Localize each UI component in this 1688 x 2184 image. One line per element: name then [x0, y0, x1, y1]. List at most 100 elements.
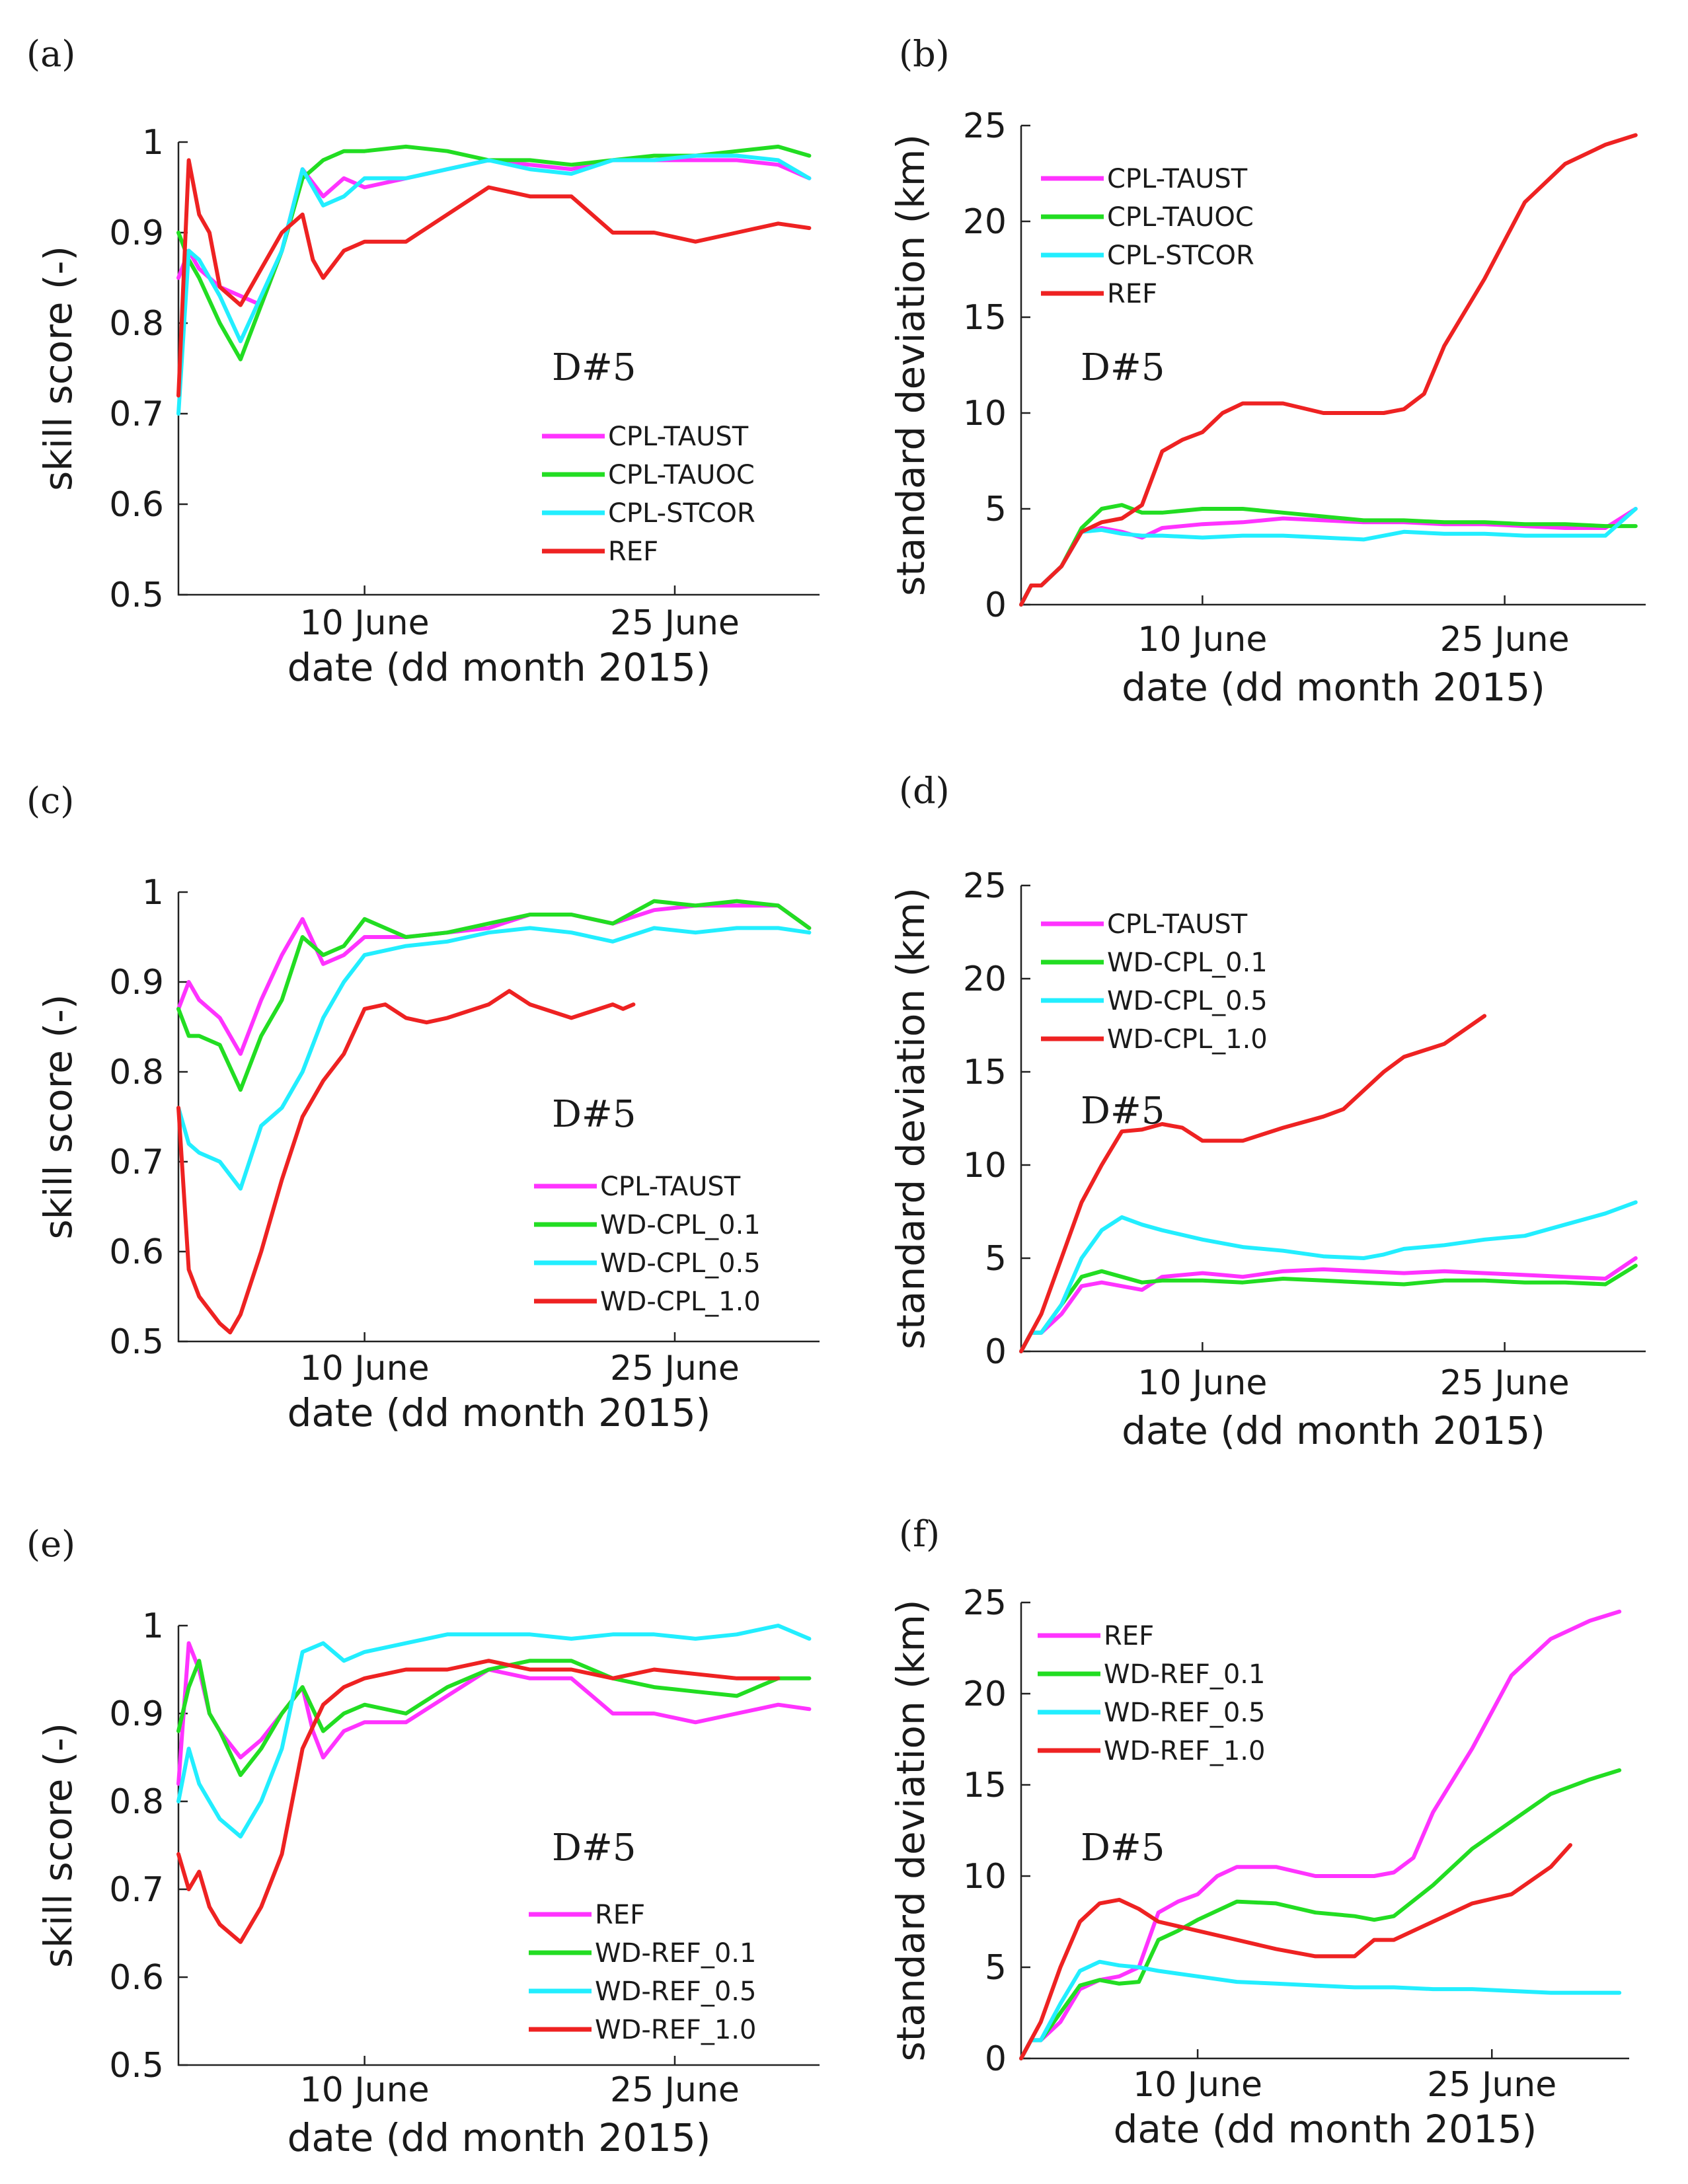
annotation-label: D#5 — [1081, 346, 1165, 389]
panel-label: (e) — [26, 1523, 75, 1565]
legend-label-wd-ref-0-5: WD-REF_0.5 — [1104, 1698, 1265, 1728]
y-axis-label: skill score (-) — [36, 1723, 81, 1968]
series-line-wd-cpl-0-5 — [176, 926, 812, 1191]
y-tick-label: 10 — [963, 1146, 1007, 1186]
y-tick-label: 1 — [142, 873, 164, 913]
legend-label-wd-ref-0-1: WD-REF_0.1 — [1104, 1659, 1265, 1690]
series-line-cpl-tauoc — [176, 144, 812, 361]
y-tick-label: 0.7 — [109, 1870, 164, 1910]
y-tick-label: 0.5 — [109, 2046, 164, 2086]
y-tick-label: 0.8 — [109, 1782, 164, 1822]
series-line-wd-ref-1-0 — [176, 1659, 781, 1944]
legend-label-wd-ref-0-1: WD-REF_0.1 — [595, 1938, 756, 1969]
x-tick-label: 25 June — [610, 1349, 740, 1388]
y-tick-label: 0.7 — [109, 395, 164, 434]
y-axis-label: skill score (-) — [36, 246, 81, 491]
x-tick-label: 25 June — [610, 2070, 740, 2110]
series-line-cpl-taust — [176, 903, 812, 1056]
annotation-label: D#5 — [1081, 1090, 1165, 1133]
legend-label-cpl-taust: CPL-TAUST — [608, 422, 749, 452]
y-tick-label: 15 — [963, 1766, 1007, 1805]
legend-label-cpl-tauoc: CPL-TAUOC — [608, 460, 755, 490]
y-tick-label: 20 — [963, 1675, 1007, 1714]
legend-label-wd-cpl-1-0: WD-CPL_1.0 — [600, 1287, 761, 1317]
legend-label-ref: REF — [595, 1900, 645, 1930]
x-axis-label: date (dd month 2015) — [288, 2115, 711, 2160]
y-tick-label: 0.9 — [109, 213, 164, 253]
y-tick-label: 0 — [985, 1332, 1007, 1372]
y-tick-label: 20 — [963, 202, 1007, 242]
panel-b: (b) 0 5 10 15 20 25 10 June 25 June date (dd mont… — [888, 33, 1646, 710]
x-tick-label: 10 June — [1133, 2065, 1262, 2105]
y-tick-label: 0 — [985, 2039, 1007, 2079]
y-tick-label: 5 — [985, 1948, 1007, 1988]
y-tick-label: 5 — [985, 1239, 1007, 1279]
series-line-cpl-taust — [1019, 1256, 1638, 1353]
legend-label-wd-cpl-0-1: WD-CPL_0.1 — [600, 1210, 761, 1240]
legend-label-cpl-taust: CPL-TAUST — [600, 1172, 741, 1202]
y-tick-label: 0.8 — [109, 1053, 164, 1092]
y-tick-label: 0.6 — [109, 485, 164, 525]
series-line-wd-ref-1-0 — [1019, 1843, 1572, 2060]
x-tick-label: 10 June — [300, 1349, 430, 1388]
x-tick-label: 10 June — [300, 2070, 430, 2110]
legend: CPL-TAUST WD-CPL_0.1 WD-CPL_0.5 WD-CPL_1.0 — [534, 1172, 761, 1317]
panel-d: (d) 0 5 10 15 20 25 10 June 25 June date (dd mont… — [888, 770, 1646, 1453]
x-axis-label: date (dd month 2015) — [288, 645, 711, 690]
y-axis-label: standard deviation (km) — [888, 887, 933, 1349]
legend-label-ref: REF — [608, 537, 658, 567]
x-tick-label: 10 June — [1137, 1363, 1267, 1403]
series-line-ref — [176, 1641, 812, 1786]
legend-label-wd-ref-1-0: WD-REF_1.0 — [1104, 1736, 1265, 1766]
series-line-wd-cpl-1-0 — [176, 989, 636, 1335]
y-tick-label: 10 — [963, 394, 1007, 433]
x-tick-label: 25 June — [1440, 620, 1570, 659]
legend-label-wd-ref-0-5: WD-REF_0.5 — [595, 1977, 756, 2007]
y-tick-label: 25 — [963, 106, 1007, 146]
legend: CPL-TAUST WD-CPL_0.1 WD-CPL_0.5 WD-CPL_1.0 — [1041, 909, 1268, 1055]
y-tick-label: 10 — [963, 1857, 1007, 1897]
y-tick-label: 0.9 — [109, 1694, 164, 1734]
x-tick-label: 10 June — [1137, 620, 1267, 659]
legend-label-cpl-stcor: CPL-STCOR — [1107, 241, 1254, 271]
legend-label-cpl-taust: CPL-TAUST — [1107, 909, 1248, 940]
y-tick-label: 0.5 — [109, 576, 164, 615]
series-line-ref — [1019, 133, 1638, 607]
legend: CPL-TAUST CPL-TAUOC CPL-STCOR REF — [1041, 164, 1254, 309]
y-tick-label: 15 — [963, 1053, 1007, 1092]
legend-label-wd-cpl-0-5: WD-CPL_0.5 — [600, 1248, 761, 1279]
y-tick-label: 0.8 — [109, 304, 164, 344]
panel-label: (a) — [26, 33, 75, 75]
series-line-wd-ref-0-5 — [1019, 1959, 1622, 2060]
legend-label-cpl-tauoc: CPL-TAUOC — [1107, 202, 1254, 233]
series-line-cpl-taust — [176, 158, 812, 307]
panel-label: (b) — [899, 33, 950, 75]
legend-label-cpl-stcor: CPL-STCOR — [608, 498, 755, 529]
series-line-wd-cpl-0-1 — [1019, 1263, 1638, 1353]
annotation-label: D#5 — [552, 1826, 636, 1869]
series-line-wd-ref-0-1 — [176, 1659, 812, 1778]
series-line-wd-ref-0-1 — [1019, 1768, 1622, 2060]
x-tick-label: 25 June — [1440, 1363, 1570, 1403]
legend: REF WD-REF_0.1 WD-REF_0.5 WD-REF_1.0 — [1038, 1621, 1265, 1766]
x-tick-label: 10 June — [300, 603, 430, 643]
y-axis-label: skill score (-) — [36, 994, 81, 1239]
y-tick-label: 15 — [963, 298, 1007, 338]
y-tick-label: 20 — [963, 960, 1007, 999]
panel-e: (e) 0.5 0.6 0.7 0.8 0.9 1 10 June 25 June date (d… — [26, 1523, 820, 2160]
y-tick-label: 0.7 — [109, 1143, 164, 1182]
legend-label-wd-cpl-0-1: WD-CPL_0.1 — [1107, 948, 1268, 978]
y-tick-label: 1 — [142, 1606, 164, 1646]
x-axis-label: date (dd month 2015) — [1122, 1408, 1545, 1453]
series-line-wd-ref-0-5 — [176, 1624, 812, 1839]
panel-label: (d) — [899, 770, 950, 811]
y-tick-label: 0.5 — [109, 1322, 164, 1362]
series-line-ref — [1019, 1609, 1622, 2060]
y-tick-label: 5 — [985, 490, 1007, 529]
x-axis-label: date (dd month 2015) — [1114, 2107, 1537, 2152]
annotation-label: D#5 — [552, 1093, 636, 1136]
